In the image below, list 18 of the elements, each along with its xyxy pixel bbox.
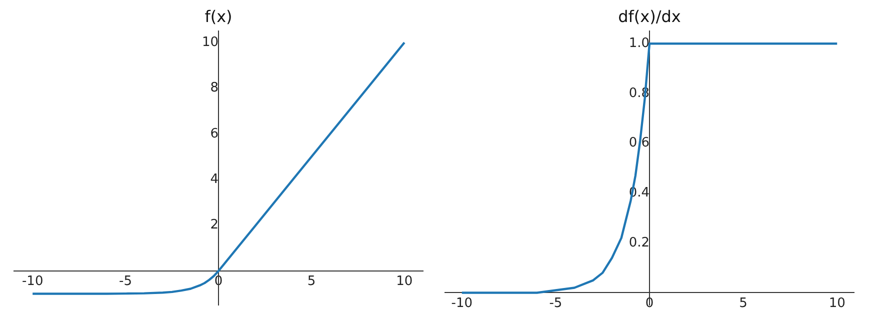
- x-tick-label: -5: [119, 274, 132, 290]
- y-tick-label: 8: [210, 80, 218, 96]
- x-tick-label: 5: [739, 296, 748, 311]
- chart-title: df(x)/dx: [618, 6, 681, 26]
- x-tick-label: 5: [307, 274, 316, 290]
- y-tick-label: 6: [210, 126, 218, 142]
- x-tick-label: 10: [828, 296, 846, 311]
- y-tick-label: 0.2: [628, 235, 650, 250]
- x-tick-label: 0: [645, 296, 654, 311]
- y-tick-label: 4: [210, 172, 218, 187]
- x-tick-label: -10: [22, 274, 44, 290]
- y-tick-label: 1.0: [628, 36, 650, 52]
- x-tick-label: 10: [396, 274, 413, 290]
- chart-title: f(x): [204, 6, 232, 26]
- x-tick-label: -10: [451, 296, 473, 311]
- y-tick-label: 2: [210, 218, 218, 233]
- y-tick-label: 10: [202, 34, 218, 50]
- x-tick-label: -5: [549, 296, 562, 311]
